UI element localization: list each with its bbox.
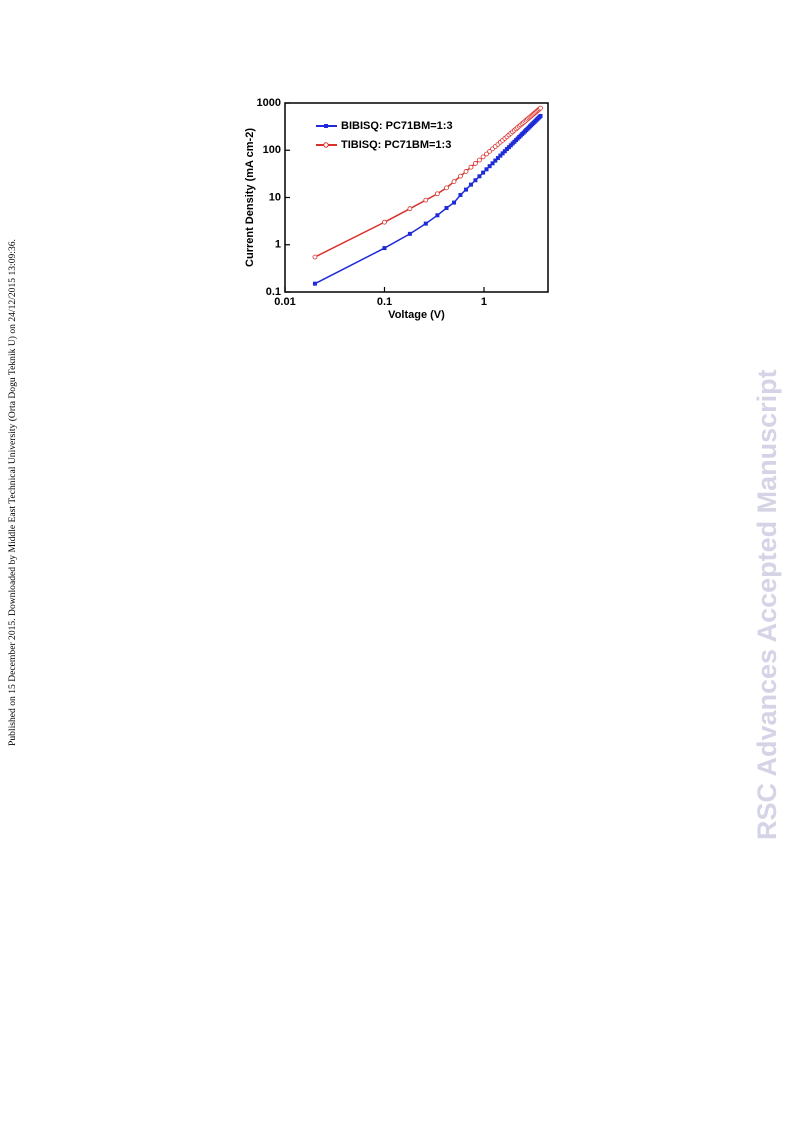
marker: [464, 187, 469, 192]
y-tick-label: 100: [263, 144, 281, 156]
y-tick-label: 1: [275, 239, 281, 251]
marker: [435, 213, 440, 218]
marker: [434, 191, 440, 197]
marker: [480, 154, 486, 160]
marker: [382, 246, 387, 251]
x-tick-label: 0.01: [274, 296, 295, 308]
marker: [500, 151, 505, 156]
marker: [477, 174, 482, 179]
marker: [458, 173, 463, 179]
legend-label: TIBISQ: PC71BM=1:3: [341, 139, 451, 151]
marker: [538, 113, 543, 118]
marker: [423, 197, 429, 203]
marker: [423, 221, 428, 226]
marker: [444, 205, 449, 210]
marker: [538, 105, 543, 111]
x-tick-label: 0.1: [377, 296, 392, 308]
y-tick-label: 0.1: [266, 286, 281, 298]
marker: [452, 200, 457, 205]
legend-marker: [323, 142, 329, 148]
marker: [468, 164, 474, 170]
marker: [484, 151, 489, 157]
marker: [312, 281, 317, 286]
marker: [312, 254, 318, 260]
y-tick-label: 10: [269, 191, 281, 203]
legend-label: BIBISQ: PC71BM=1:3: [341, 120, 453, 132]
marker: [473, 161, 478, 166]
marker: [493, 158, 498, 163]
x-axis-label: Voltage (V): [388, 309, 445, 321]
marker: [490, 161, 495, 166]
watermark: RSC Advances Accepted Manuscript: [752, 369, 782, 840]
marker: [481, 170, 486, 175]
marker: [463, 169, 469, 174]
y-tick-label: 1000: [257, 97, 281, 109]
marker: [487, 148, 493, 154]
marker: [468, 182, 473, 187]
marker: [495, 156, 500, 161]
x-tick-label: 1: [481, 296, 487, 308]
marker: [484, 167, 489, 172]
marker: [458, 192, 463, 197]
marker: [407, 206, 413, 212]
marker: [382, 219, 387, 225]
marker: [444, 185, 449, 191]
legend-marker: [324, 124, 328, 128]
marker: [487, 164, 492, 169]
marker: [473, 178, 478, 183]
marker: [477, 157, 482, 163]
y-axis-label: Current Density (mA cm-2): [244, 128, 256, 267]
marker: [451, 179, 457, 185]
marker: [407, 231, 412, 236]
marker: [498, 153, 503, 158]
marker: [502, 149, 507, 154]
